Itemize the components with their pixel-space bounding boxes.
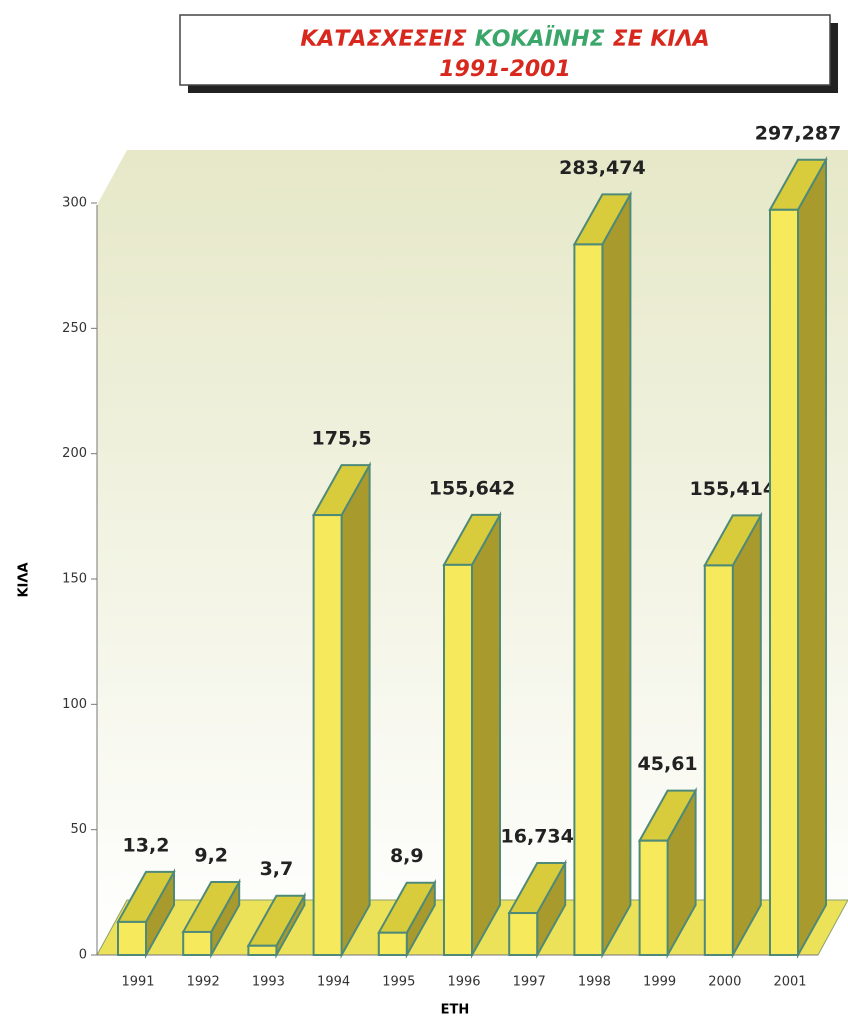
x-tick-label: 1999 xyxy=(643,975,676,990)
value-label: 175,5 xyxy=(312,428,372,450)
x-tick-label: 1995 xyxy=(382,975,415,990)
value-label: 155,414 xyxy=(690,478,777,500)
bar xyxy=(508,912,539,957)
bar-side xyxy=(601,190,632,959)
bar xyxy=(769,208,799,956)
x-tick-label: 1997 xyxy=(513,975,546,990)
bar-side xyxy=(731,511,762,959)
value-label: 283,474 xyxy=(559,157,646,179)
x-tick-label: 1991 xyxy=(121,975,154,990)
y-axis-label: ΚΙΛΑ xyxy=(17,562,32,597)
value-label: 9,2 xyxy=(194,844,228,866)
title-part: ΚΟΚΑΪΝΗΣ xyxy=(475,26,605,52)
chart-title: ΚΑΤΑΣΧΕΣΕΙΣ ΚΟΚΑΪΝΗΣ ΣΕ ΚΙΛΑ xyxy=(300,26,709,52)
x-tick-label: 1998 xyxy=(578,975,611,990)
bar-side xyxy=(340,461,371,959)
y-tick-label: 150 xyxy=(62,572,87,587)
value-label: 45,61 xyxy=(638,753,698,775)
value-label: 3,7 xyxy=(260,858,294,880)
y-tick-label: 250 xyxy=(62,321,87,336)
bar xyxy=(117,920,147,956)
y-tick-label: 200 xyxy=(62,446,87,461)
bar xyxy=(312,514,343,957)
x-tick-label: 2001 xyxy=(773,975,806,990)
bar-side xyxy=(471,511,501,959)
title-box xyxy=(179,14,831,86)
value-label: 8,9 xyxy=(390,845,424,867)
value-label: 16,734 xyxy=(501,826,574,848)
bar xyxy=(703,564,734,956)
bar xyxy=(573,243,604,956)
title-part: ΣΕ ΚΙΛΑ xyxy=(613,27,710,52)
x-tick-label: 2000 xyxy=(708,975,741,990)
x-tick-label: 1994 xyxy=(317,975,350,990)
bar xyxy=(377,931,408,957)
bar xyxy=(443,563,473,956)
x-tick-label: 1993 xyxy=(252,975,285,990)
value-label: 13,2 xyxy=(123,834,170,856)
title-part: ΚΑΤΑΣΧΕΣΕΙΣ xyxy=(300,27,466,52)
value-label: 297,287 xyxy=(755,122,842,144)
bar-side xyxy=(797,155,827,959)
bar xyxy=(182,930,213,956)
x-axis-label: ΕΤΗ xyxy=(441,1003,470,1018)
x-tick-label: 1996 xyxy=(447,975,480,990)
chart-subtitle: 1991-2001 xyxy=(439,57,571,82)
y-tick-label: 50 xyxy=(70,822,87,837)
y-tick-label: 0 xyxy=(79,948,87,963)
y-tick-label: 300 xyxy=(62,196,87,211)
bar xyxy=(247,944,278,957)
bar xyxy=(638,839,669,957)
x-tick-label: 1992 xyxy=(187,975,220,990)
y-tick-label: 100 xyxy=(62,697,87,712)
value-label: 155,642 xyxy=(429,477,516,499)
